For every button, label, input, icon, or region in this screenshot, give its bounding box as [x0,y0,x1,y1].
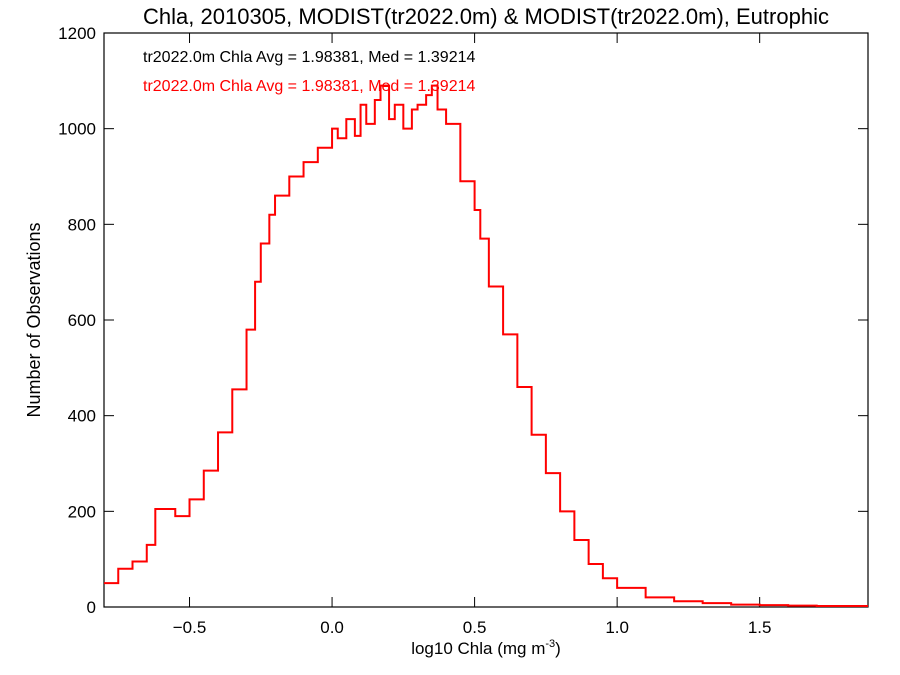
y-tick-label: 600 [68,311,96,330]
x-axis-label: log10 Chla (mg m-3) [411,638,561,658]
y-axis-label: Number of Observations [24,222,44,417]
y-tick-label: 400 [68,407,96,426]
x-tick-label: 1.5 [748,618,772,637]
y-tick-label: 1000 [58,120,96,139]
y-tick-label: 800 [68,215,96,234]
y-tick-label: 1200 [58,24,96,43]
series-line-0 [104,84,868,608]
x-axis-label-close: ) [555,639,561,658]
x-tick-label: 0.0 [320,618,344,637]
annotation-red: tr2022.0m Chla Avg = 1.98381, Med = 1.39… [143,78,475,95]
x-tick-label: −0.5 [173,618,207,637]
histogram-series [104,84,868,608]
y-tick-label: 0 [87,598,96,617]
y-tick-label: 200 [68,502,96,521]
x-axis-label-base: log10 Chla (mg m [411,639,545,658]
x-axis-label-sup: -3 [545,638,555,650]
annotation-black: tr2022.0m Chla Avg = 1.98381, Med = 1.39… [143,49,475,66]
chart-title: Chla, 2010305, MODIST(tr2022.0m) & MODIS… [143,4,829,29]
x-tick-label: 0.5 [463,618,487,637]
y-axis-ticks: 0 200 400 600 800 1000 1200 [58,24,868,617]
plot-frame [103,32,869,608]
x-tick-label: 1.0 [605,618,629,637]
x-axis-ticks: −0.5 0.0 0.5 1.0 1.5 [173,33,772,637]
